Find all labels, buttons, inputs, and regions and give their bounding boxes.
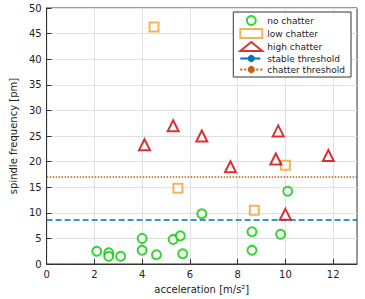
svg-text:40: 40 [29, 54, 42, 65]
svg-text:10: 10 [279, 269, 292, 280]
svg-text:35: 35 [29, 79, 42, 90]
svg-text:8: 8 [234, 269, 240, 280]
svg-text:50: 50 [29, 3, 42, 14]
svg-text:12: 12 [327, 269, 340, 280]
svg-text:30: 30 [29, 105, 42, 116]
svg-text:0: 0 [35, 259, 41, 270]
svg-text:no chatter: no chatter [267, 16, 314, 26]
svg-text:10: 10 [29, 207, 42, 218]
svg-text:spindle frequency [pm]: spindle frequency [pm] [8, 78, 19, 194]
svg-text:25: 25 [29, 131, 42, 142]
svg-text:6: 6 [187, 269, 193, 280]
svg-text:acceleration [m/s²]: acceleration [m/s²] [154, 284, 249, 295]
svg-text:15: 15 [29, 182, 42, 193]
svg-text:5: 5 [35, 233, 41, 244]
svg-text:20: 20 [29, 156, 42, 167]
svg-text:low chatter: low chatter [267, 29, 318, 39]
svg-text:chatter threshold: chatter threshold [267, 65, 345, 75]
svg-text:4: 4 [139, 269, 145, 280]
svg-text:high chatter: high chatter [267, 42, 322, 52]
svg-text:45: 45 [29, 28, 42, 39]
svg-text:0: 0 [43, 269, 49, 280]
svg-text:2: 2 [91, 269, 97, 280]
svg-text:stable threshold: stable threshold [267, 54, 340, 64]
